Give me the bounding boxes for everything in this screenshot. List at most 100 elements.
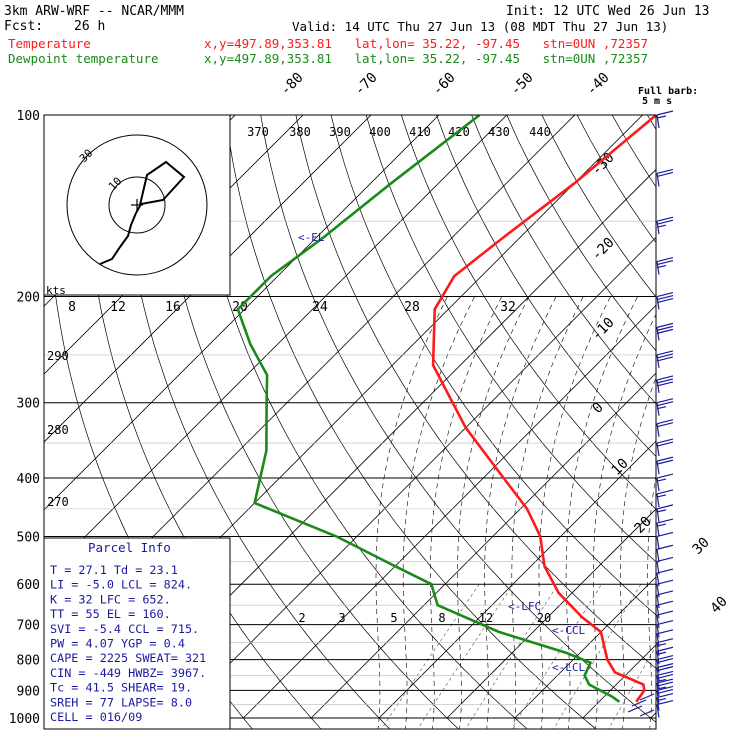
temperature-tick-label: -30 bbox=[589, 150, 618, 179]
theta-label: 410 bbox=[409, 125, 431, 139]
wind-barb-flag bbox=[656, 441, 674, 447]
wind-legend-line1: Full barb: bbox=[638, 86, 698, 97]
wind-barb bbox=[656, 670, 674, 689]
mixing-ratio-line bbox=[417, 584, 514, 729]
wind-barb-flag bbox=[656, 381, 674, 387]
temperature-tick-label: -60 bbox=[430, 70, 459, 99]
isotherm-line bbox=[514, 576, 656, 719]
wind-barb-staff bbox=[656, 493, 660, 508]
moist-adiabat-line bbox=[457, 296, 530, 729]
wind-barb bbox=[656, 629, 674, 647]
wind-barb-staff bbox=[656, 682, 660, 697]
wind-barb-staff bbox=[656, 221, 660, 235]
dry-adiabat-line bbox=[400, 115, 656, 510]
wind-barb-surface bbox=[639, 709, 655, 717]
hodograph-trace bbox=[99, 160, 186, 265]
wind-barb-flag bbox=[656, 322, 674, 328]
init-time: Init: 12 UTC Wed 26 Jun 13 bbox=[506, 4, 710, 19]
dry-adiabat-line bbox=[225, 115, 597, 729]
isotherm-line bbox=[446, 508, 656, 719]
wind-barb bbox=[656, 504, 674, 522]
wind-barb bbox=[656, 256, 674, 275]
wind-barb-flag bbox=[656, 600, 674, 606]
wind-barb-halfflag bbox=[656, 697, 667, 702]
wind-barb-halfflag bbox=[656, 224, 667, 228]
wind-barb bbox=[656, 291, 674, 310]
wind-barb bbox=[656, 456, 674, 475]
pressure-tick-label: 700 bbox=[17, 619, 40, 634]
dry-adiabat-line bbox=[718, 115, 740, 731]
dewpoint-legend: Dewpoint temperature bbox=[8, 51, 159, 66]
wind-barb-staff bbox=[656, 704, 660, 718]
wind-barb-flag bbox=[656, 216, 674, 222]
wind-barb-staff bbox=[656, 633, 660, 647]
wind-barb bbox=[656, 350, 674, 369]
wind-barb-flag bbox=[656, 350, 674, 356]
wind-barb-staff bbox=[656, 296, 660, 310]
wind-barb-flag bbox=[656, 646, 674, 652]
wind-barb-staff bbox=[656, 536, 660, 550]
wind-barb-staff bbox=[656, 327, 660, 341]
wind-barb-halfflag bbox=[656, 651, 667, 655]
mixing-ratio-line bbox=[464, 584, 559, 729]
wind-barb bbox=[656, 110, 674, 129]
mixing-ratio-label: 20 bbox=[537, 611, 551, 625]
isotherm-line bbox=[378, 440, 656, 719]
wind-barb-staff bbox=[656, 549, 660, 563]
wind-barb-staff bbox=[656, 675, 660, 689]
wind-barb-halfflag bbox=[656, 523, 667, 527]
hodograph-speed-label: 12 bbox=[110, 300, 126, 315]
hodograph-ring bbox=[66, 134, 208, 276]
pressure-tick-label: 200 bbox=[17, 291, 40, 306]
temperature-tick-label: 30 bbox=[690, 535, 713, 558]
temperature-tick-label: 10 bbox=[609, 456, 632, 479]
pressure-tick-label: 600 bbox=[17, 578, 40, 593]
moist-adiabat-line bbox=[592, 313, 656, 729]
parcel-info-row: Tc = 41.5 SHEAR= 19. bbox=[50, 681, 192, 695]
moist-adiabat-line bbox=[675, 297, 740, 731]
theta-label: 440 bbox=[529, 125, 551, 139]
wind-barb-flag bbox=[656, 531, 674, 538]
wind-barb bbox=[656, 438, 674, 457]
wind-barb-flag bbox=[656, 678, 674, 684]
wind-barb bbox=[656, 419, 674, 437]
wind-barb-flag bbox=[656, 681, 674, 687]
wind-barb bbox=[656, 600, 674, 619]
wind-barb bbox=[656, 610, 674, 629]
wind-barb-flag bbox=[656, 504, 674, 510]
parcel-info-row: CELL = 016/09 bbox=[50, 710, 142, 724]
parcel-info-row: TT = 55 EL = 160. bbox=[50, 607, 171, 621]
wind-barb-halfflag bbox=[656, 686, 667, 690]
theta-label: 390 bbox=[329, 125, 351, 139]
wind-barb-staff bbox=[656, 614, 660, 629]
wind-barb-staff bbox=[656, 461, 660, 475]
wind-barb-halfflag bbox=[656, 509, 667, 513]
lcl-marker: <-LCL bbox=[552, 661, 585, 674]
wind-barb bbox=[656, 620, 674, 638]
wind-barb-flag bbox=[656, 375, 674, 381]
wind-barb-flag bbox=[656, 544, 674, 550]
wind-barb-flag bbox=[656, 657, 674, 664]
wind-barb-staff bbox=[656, 594, 660, 609]
wind-barb-staff bbox=[656, 477, 660, 492]
wind-barb-surface bbox=[627, 705, 643, 713]
lfc-marker: <-LFC bbox=[508, 600, 541, 613]
theta-label: 400 bbox=[369, 125, 391, 139]
moist-adiabat-line bbox=[511, 296, 584, 729]
moist-adiabat-line bbox=[484, 296, 557, 729]
parcel-info-row: K = 32 LFC = 652. bbox=[50, 592, 171, 606]
wind-barb bbox=[656, 544, 674, 563]
dewpoint-profile bbox=[236, 115, 621, 703]
wind-barb-flag bbox=[656, 356, 674, 362]
parcel-info-row: T = 27.1 Td = 23.1 bbox=[50, 563, 178, 577]
wind-barb-halfflag bbox=[656, 406, 667, 410]
wind-barb-staff bbox=[656, 402, 660, 416]
mixing-ratio-label: 8 bbox=[438, 611, 445, 625]
wind-barb-flag bbox=[656, 168, 674, 175]
parcel-info-row: CIN = -449 HWBZ= 3967. bbox=[50, 666, 206, 680]
pressure-tick-label: 400 bbox=[17, 472, 40, 487]
wind-barb-halfflag bbox=[656, 643, 667, 647]
dry-adiabat-line bbox=[471, 115, 656, 405]
isotherm-line bbox=[44, 115, 372, 443]
